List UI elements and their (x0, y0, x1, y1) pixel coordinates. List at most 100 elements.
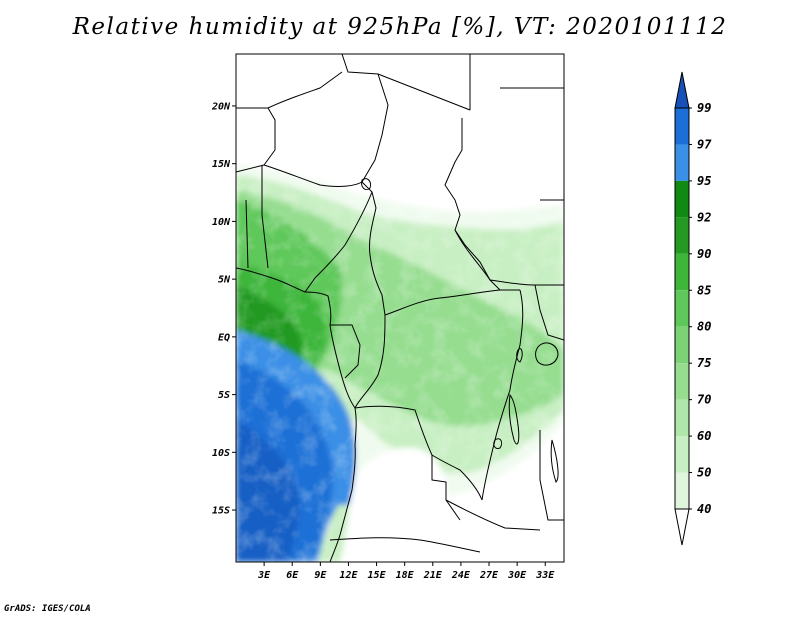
latitude-axis: 20N 15N 10N 5N EQ 5S 10S 15S (211, 101, 236, 517)
lat-tick-5s: 5S (218, 390, 236, 401)
longitude-axis: 3E 6E 9E 12E 15E 18E 21E 24E 27E 30E 33E (257, 562, 555, 581)
lake-malawi (550, 439, 559, 483)
colorbar-label-70: 70 (697, 393, 711, 407)
border-car-sudan (454, 229, 501, 291)
lat-tick-10n: 10N (212, 217, 236, 228)
border-sudan-chad (444, 118, 491, 281)
lat-tick-label: 15N (212, 159, 231, 170)
lake-chad (361, 178, 371, 191)
lake-victoria (535, 342, 559, 366)
border-togo (245, 199, 249, 269)
lon-tick-label: 3E (257, 570, 271, 581)
border-chad-libya (377, 73, 471, 111)
border-mali-niger (236, 107, 276, 173)
credit-text: GrADS: IGES/COLA (4, 604, 91, 614)
colorbar-label-90: 90 (697, 247, 711, 261)
lake-albert (516, 348, 523, 363)
colorbar-label-40: 40 (697, 502, 711, 516)
lat-tick-15n: 15N (212, 159, 236, 170)
colorbar-label-92: 92 (697, 210, 711, 224)
colorbar-bin-75-80 (675, 326, 689, 364)
lon-tick-label: 33E (535, 570, 555, 581)
colorbar-label-60: 60 (697, 429, 711, 443)
map-title: Relative humidity at 925hPa [%], VT: 202… (72, 14, 728, 40)
lon-tick-12e: 12E (339, 562, 358, 581)
lat-tick-20n: 20N (211, 101, 236, 112)
lon-tick-6e: 6E (286, 562, 299, 581)
colorbar-label-95: 95 (697, 174, 711, 188)
colorbar-bin-92-95 (675, 180, 689, 218)
lon-tick-24e: 24E (451, 562, 471, 581)
colorbar-label-85: 85 (697, 283, 711, 297)
plot-area (236, 54, 564, 562)
border-zambia-south (445, 499, 541, 531)
border-tanzania-mozambique (539, 430, 564, 521)
lon-tick-label: 6E (286, 570, 299, 581)
lakes (361, 178, 559, 483)
country-borders (236, 54, 564, 562)
colorbar-outline (674, 107, 690, 510)
lat-tick-label: 10S (212, 448, 230, 459)
border-benin (261, 165, 269, 269)
colorbar-bottom-triangle (674, 508, 690, 546)
colorbar-label-99: 99 (697, 101, 711, 115)
lon-tick-label: 21E (423, 570, 443, 581)
border-nigeria-cameroon (304, 191, 373, 293)
lat-tick-label: 5N (218, 275, 231, 286)
lat-tick-eq: EQ (218, 332, 236, 343)
lon-tick-15e: 15E (368, 562, 387, 581)
lon-tick-label: 30E (507, 570, 527, 581)
lon-tick-label: 15E (368, 570, 387, 581)
border-nigeria-niger (263, 164, 363, 187)
lon-tick-label: 27E (479, 570, 499, 581)
colorbar: 99 97 95 92 90 85 80 75 70 60 50 40 (674, 71, 712, 546)
colorbar-bin-40-50 (675, 472, 689, 509)
texture-overlay (236, 160, 564, 562)
colorbar-bin-85-90 (675, 253, 689, 291)
lon-tick-3e: 3E (257, 562, 271, 581)
lat-tick-label: 20N (211, 101, 231, 112)
lat-tick-10s: 10S (212, 448, 236, 459)
lon-tick-27e: 27E (479, 562, 499, 581)
lat-tick-label: 5S (218, 390, 230, 401)
colorbar-label-75: 75 (697, 356, 711, 370)
border-car-drc (384, 289, 520, 316)
lat-tick-label: EQ (218, 332, 230, 343)
lon-tick-label: 9E (314, 570, 327, 581)
colorbar-bin-90-92 (675, 217, 689, 254)
colorbar-bin-97-99 (675, 108, 689, 145)
lat-tick-label: 10N (212, 217, 231, 228)
border-congo-drc (354, 314, 386, 409)
colorbar-label-50: 50 (697, 466, 711, 480)
lake-tanganyika (508, 393, 520, 445)
lat-tick-label: 15S (212, 506, 230, 517)
lat-tick-5n: 5N (218, 275, 236, 286)
border-cameroon-car (369, 207, 386, 316)
border-congo-gabon (330, 324, 361, 379)
colorbar-label-97: 97 (697, 137, 712, 151)
border-kenya-uganda (534, 284, 564, 341)
lon-tick-18e: 18E (396, 562, 415, 581)
colorbar-bin-70-75 (675, 363, 689, 400)
lake-mweru (493, 438, 503, 449)
colorbar-bin-80-85 (675, 290, 689, 327)
border-drc-uganda (509, 289, 524, 391)
border-niger-chad (267, 71, 343, 109)
lon-tick-9e: 9E (314, 562, 327, 581)
lon-tick-33e: 33E (535, 562, 555, 581)
border-south-sudan (489, 279, 564, 286)
lon-tick-21e: 21E (423, 562, 443, 581)
map-frame (235, 53, 565, 563)
border-namibia (329, 537, 481, 553)
colorbar-bin-50-60 (675, 436, 689, 473)
colorbar-top-triangle (674, 71, 690, 109)
colorbar-label-80: 80 (697, 320, 711, 334)
border-angola-zambia (431, 455, 461, 521)
colorbar-bin-60-70 (675, 399, 689, 437)
colorbar-bin-95-97 (675, 144, 689, 181)
lon-tick-label: 12E (339, 570, 358, 581)
lat-tick-15s: 15S (212, 506, 236, 517)
lon-tick-label: 18E (396, 570, 415, 581)
coastline-west (236, 267, 357, 562)
